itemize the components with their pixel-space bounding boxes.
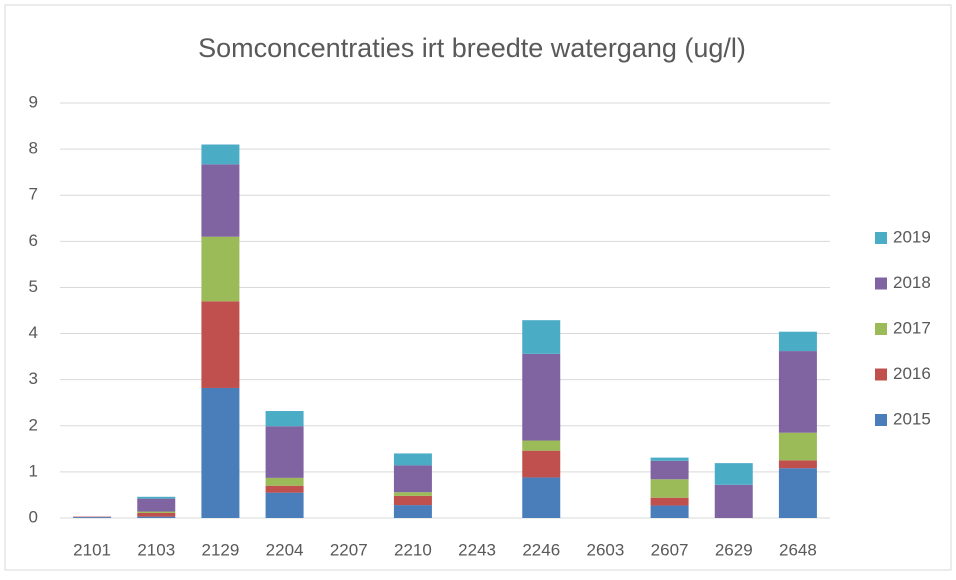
legend-label: 2015	[893, 409, 931, 428]
y-tick-label: 5	[29, 277, 38, 296]
x-tick-label: 2243	[458, 540, 496, 559]
y-tick-label: 0	[29, 507, 38, 526]
y-tick-label: 1	[29, 461, 38, 480]
bar-segment	[266, 478, 304, 486]
bar-segment	[779, 433, 817, 461]
bar-segment	[779, 468, 817, 518]
legend-label: 2018	[893, 273, 931, 292]
bar-segment	[779, 460, 817, 468]
bar-segment	[201, 388, 239, 518]
legend-swatch	[875, 414, 887, 426]
x-tick-label: 2210	[394, 540, 432, 559]
legend-label: 2019	[893, 227, 931, 246]
bar-segment	[522, 477, 560, 518]
x-tick-label: 2607	[651, 540, 689, 559]
x-tick-label: 2204	[266, 540, 304, 559]
bar-segment	[651, 461, 689, 479]
bar-segment	[394, 465, 432, 492]
legend-swatch	[875, 278, 887, 290]
x-tick-label: 2246	[522, 540, 560, 559]
bar-segment	[394, 453, 432, 465]
bar-segment	[201, 164, 239, 236]
bar-segment	[266, 411, 304, 426]
y-tick-label: 3	[29, 369, 38, 388]
y-tick-label: 7	[29, 185, 38, 204]
bar-segment	[651, 506, 689, 518]
y-tick-label: 4	[29, 323, 38, 342]
x-tick-label: 2101	[73, 540, 111, 559]
chart-title: Somconcentraties irt breedte watergang (…	[198, 33, 746, 63]
bar-segment	[394, 496, 432, 505]
bar-segment	[394, 492, 432, 496]
x-tick-label: 2603	[587, 540, 625, 559]
y-tick-label: 2	[29, 415, 38, 434]
bar-segment	[266, 426, 304, 478]
bar-segment	[651, 479, 689, 497]
bar-segment	[522, 354, 560, 441]
bar-segment	[651, 498, 689, 506]
y-tick-label: 6	[29, 231, 38, 250]
bar-segment	[137, 499, 175, 512]
bar-segment	[137, 512, 175, 513]
x-tick-label: 2648	[779, 540, 817, 559]
bar-segment	[201, 301, 239, 388]
bar-segment	[137, 497, 175, 499]
y-tick-label: 8	[29, 139, 38, 158]
bar-segment	[715, 485, 753, 518]
bar-segment	[522, 320, 560, 354]
bar-segment	[779, 351, 817, 433]
bar-segment	[137, 517, 175, 518]
bar-segment	[201, 145, 239, 165]
bar-segment	[651, 458, 689, 461]
x-tick-label: 2629	[715, 540, 753, 559]
bar-segment	[715, 463, 753, 485]
x-tick-label: 2207	[330, 540, 368, 559]
bar-segment	[522, 451, 560, 478]
x-tick-label: 2103	[137, 540, 175, 559]
bar-segment	[522, 441, 560, 451]
bar-segment	[394, 505, 432, 518]
x-tick-label: 2129	[202, 540, 240, 559]
legend-label: 2017	[893, 318, 931, 337]
bar-segment	[779, 332, 817, 351]
legend-label: 2016	[893, 364, 931, 383]
y-tick-label: 9	[29, 92, 38, 111]
legend-swatch	[875, 369, 887, 381]
legend-swatch	[875, 323, 887, 335]
bar-segment	[73, 517, 111, 518]
legend-swatch	[875, 232, 887, 244]
bar-segment	[266, 493, 304, 518]
bar-segment	[137, 513, 175, 517]
bar-segment	[201, 237, 239, 302]
bar-segment	[266, 486, 304, 493]
